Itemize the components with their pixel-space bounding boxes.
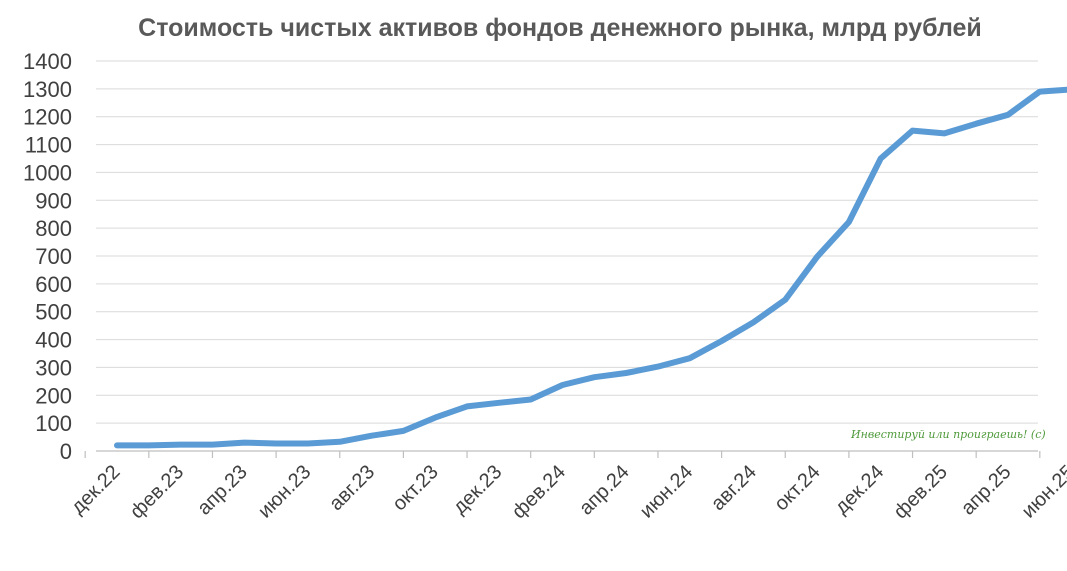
y-tick-label: 600 xyxy=(35,272,72,297)
x-tick-label: окт.24 xyxy=(770,461,824,515)
series-line xyxy=(114,86,1067,449)
y-tick-label: 700 xyxy=(35,244,72,269)
x-tick-label: июн.25 xyxy=(1018,461,1067,523)
y-tick-label: 500 xyxy=(35,300,72,325)
x-tick-label: дек.23 xyxy=(449,461,507,519)
y-tick-label: 400 xyxy=(35,328,72,353)
x-tick-label: дек.22 xyxy=(67,461,125,519)
x-tick-label: июн.23 xyxy=(254,461,316,523)
series-layer xyxy=(114,86,1067,449)
x-tick-label: окт.23 xyxy=(388,461,442,515)
y-tick-label: 800 xyxy=(35,216,72,241)
y-tick-label: 1400 xyxy=(23,49,72,74)
watermark-text: Инвестируй или проиграешь! (с) xyxy=(850,428,1046,441)
y-tick-label: 1200 xyxy=(23,105,72,130)
x-tick-label: апр.25 xyxy=(957,461,1016,520)
x-tick-label: июн.24 xyxy=(636,461,698,523)
y-tick-label: 300 xyxy=(35,355,72,380)
y-tick-label: 1300 xyxy=(23,77,72,102)
y-tick-label: 1000 xyxy=(23,160,72,185)
x-axis xyxy=(84,450,1041,458)
x-tick-label: авг.24 xyxy=(707,461,761,515)
x-tick-label: фев.25 xyxy=(890,461,952,523)
x-axis-tick-labels: дек.22 фев.23 апр.23 июн.23 авг.23 окт.23 дек.… xyxy=(67,461,1067,523)
y-tick-label: 100 xyxy=(35,411,72,436)
y-tick-label: 0 xyxy=(60,439,72,464)
x-tick-label: фев.23 xyxy=(126,461,188,523)
y-tick-label: 900 xyxy=(35,188,72,213)
gridlines xyxy=(96,60,1038,424)
x-tick-label: апр.24 xyxy=(575,461,634,520)
x-tick-label: авг.23 xyxy=(325,461,379,515)
x-tick-label: дек.24 xyxy=(831,461,889,519)
chart-title: Стоимость чистых активов фондов денежног… xyxy=(138,14,982,42)
y-tick-label: 200 xyxy=(35,383,72,408)
x-tick-label: апр.23 xyxy=(193,461,252,520)
x-tick-label: фев.24 xyxy=(508,461,570,523)
y-tick-label: 1100 xyxy=(25,133,72,158)
